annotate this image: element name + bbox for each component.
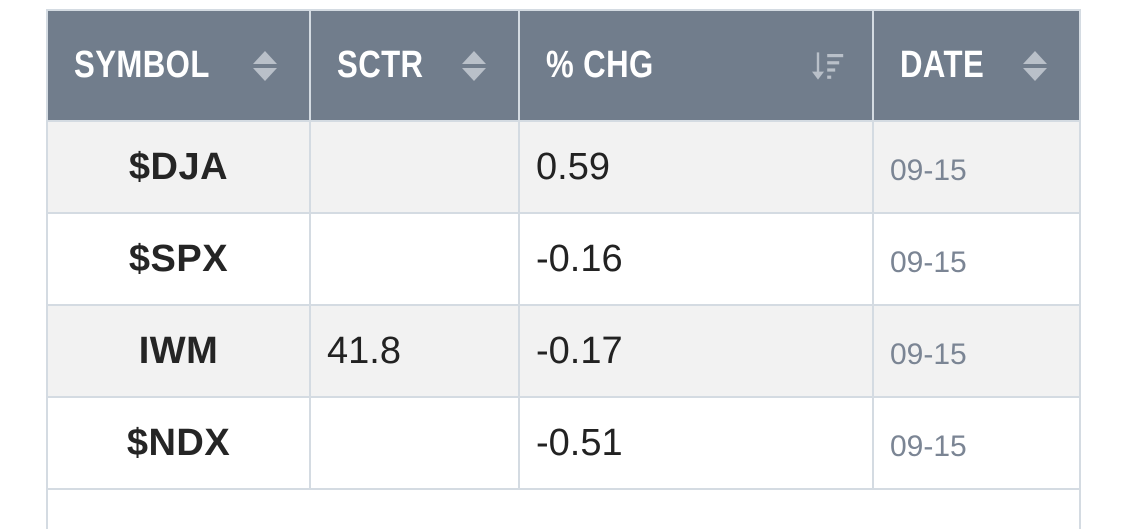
table-row[interactable]: IWM 41.8 -0.17 09-15: [46, 304, 1081, 398]
table-row[interactable]: $SPX -0.16 09-15: [46, 212, 1081, 306]
symbol-cell[interactable]: $SPX: [46, 212, 311, 306]
sort-both-icon[interactable]: [249, 46, 281, 86]
chg-cell: -0.16: [518, 212, 874, 306]
chg-cell: -0.17: [518, 304, 874, 398]
date-cell: 09-15: [872, 120, 1081, 214]
date-cell: 09-15: [872, 212, 1081, 306]
sctr-cell: [309, 120, 520, 214]
table-body: $DJA 0.59 09-15 $SPX -0.16 09-15 IWM 41.…: [46, 120, 1081, 529]
sort-descending-icon[interactable]: [812, 46, 844, 86]
column-header-chg[interactable]: % CHG: [518, 9, 874, 122]
sort-both-icon[interactable]: [1019, 46, 1051, 86]
symbol-cell[interactable]: $DJA: [46, 120, 311, 214]
chg-cell: 0.59: [518, 120, 874, 214]
sctr-cell: [309, 396, 520, 490]
column-header-date[interactable]: DATE: [872, 9, 1081, 122]
date-cell: 09-15: [872, 396, 1081, 490]
column-header-label: % CHG: [546, 44, 654, 86]
column-header-label: SCTR: [337, 44, 424, 86]
sctr-cell: [309, 212, 520, 306]
column-header-label: SYMBOL: [74, 44, 210, 86]
column-header-symbol[interactable]: SYMBOL: [46, 9, 311, 122]
table-row-partial: [46, 488, 1081, 529]
table-header: SYMBOL SCTR: [46, 9, 1081, 122]
table-row[interactable]: $DJA 0.59 09-15: [46, 120, 1081, 214]
table-row[interactable]: $NDX -0.51 09-15: [46, 396, 1081, 490]
symbol-cell[interactable]: IWM: [46, 304, 311, 398]
sctr-cell: 41.8: [309, 304, 520, 398]
sort-both-icon[interactable]: [458, 46, 490, 86]
empty-cell: [46, 488, 1081, 529]
symbol-cell[interactable]: $NDX: [46, 396, 311, 490]
chg-cell: -0.51: [518, 396, 874, 490]
date-cell: 09-15: [872, 304, 1081, 398]
column-header-label: DATE: [900, 44, 985, 86]
quotes-table: SYMBOL SCTR: [46, 9, 1081, 529]
column-header-sctr[interactable]: SCTR: [309, 9, 520, 122]
